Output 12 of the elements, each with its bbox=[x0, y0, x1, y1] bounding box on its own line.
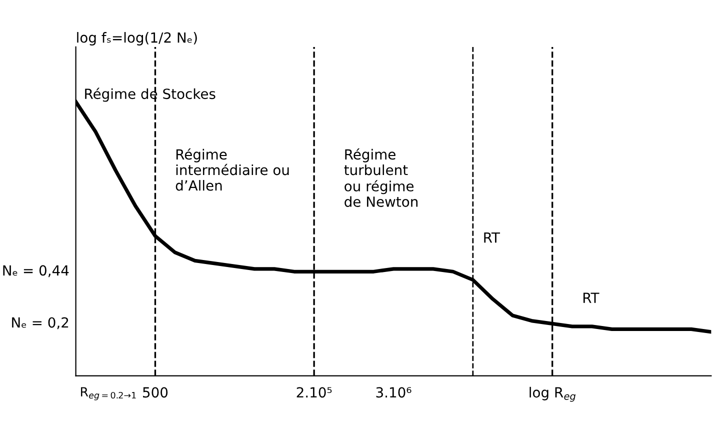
annotation: RT bbox=[583, 292, 600, 303]
x-tick-label: 2.10⁵ bbox=[296, 387, 332, 398]
annotation: RT bbox=[484, 232, 500, 243]
x-tick-label: 3.10⁶ bbox=[376, 387, 412, 398]
text: Nₑ = 0,44 bbox=[3, 265, 69, 278]
x-tick-label: 500 bbox=[143, 387, 168, 398]
y-axis-title: log fₛ=log(1/2 Nₑ) bbox=[77, 32, 197, 46]
x-tick-label: log R$_{eg}$ bbox=[530, 386, 576, 402]
text: Nₑ = 0,2 bbox=[12, 317, 68, 330]
annotation: Régime turbulent ou régime de Newton bbox=[344, 148, 418, 207]
annotation: Régime intermédiaire ou d’Allen bbox=[176, 148, 289, 191]
text: R$_{eg=0.2→1}$ bbox=[81, 387, 136, 400]
